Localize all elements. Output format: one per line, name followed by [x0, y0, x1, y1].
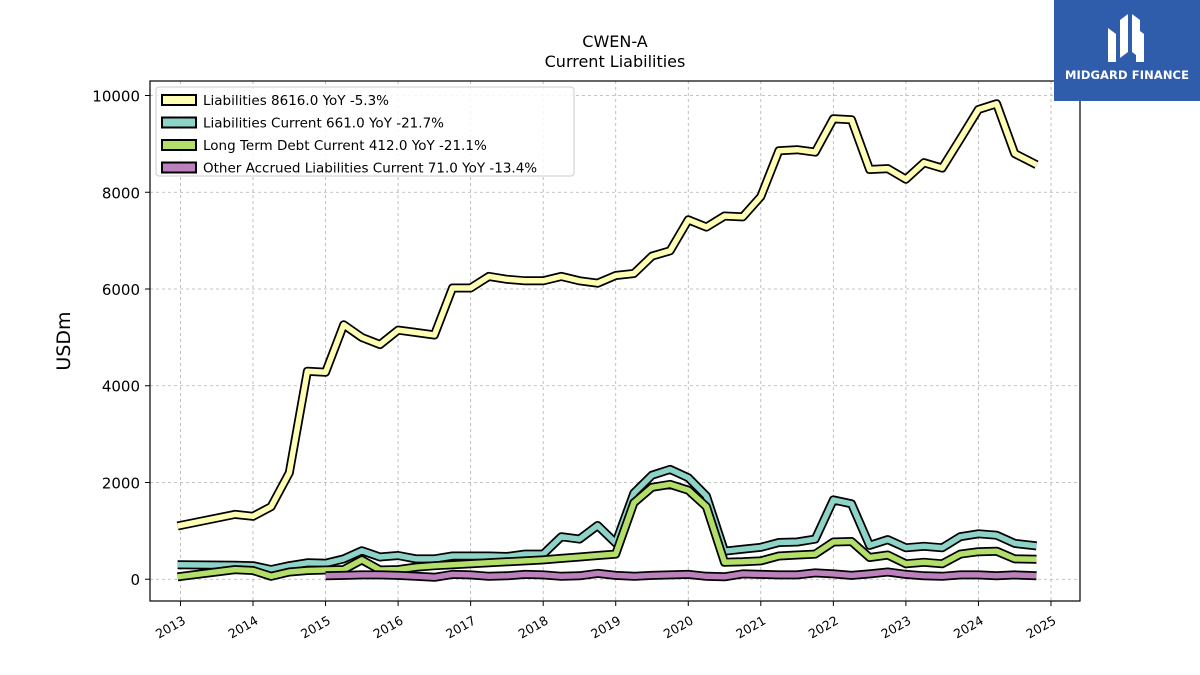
x-axis: 2013 2014 2015 2016 2017 2018 2019 2020 2021 2022…: [153, 601, 1058, 642]
legend-swatch: [161, 116, 197, 129]
series-3: [325, 567, 1037, 582]
x-tick-label: 2014: [225, 613, 260, 642]
x-tick-label: 2023: [878, 613, 913, 642]
x-tick-label: 2018: [516, 613, 551, 642]
y-tick-label: 0: [130, 571, 140, 589]
series-line: [177, 100, 1038, 529]
x-tick-label: 2024: [951, 613, 986, 642]
legend-label: Liabilities Current 661.0 YoY -21.7%: [203, 116, 444, 132]
chart-title: CWEN-A: [582, 32, 647, 51]
brand-logo: MIDGARD FINANCE: [1054, 0, 1200, 101]
y-tick-label: 6000: [102, 281, 140, 299]
series-2: [177, 479, 1037, 582]
y-axis: 0 2000 4000 6000 8000 10000: [92, 88, 150, 589]
x-tick-label: 2020: [661, 613, 696, 642]
legend-frame: [155, 86, 575, 177]
y-tick-label: 8000: [102, 184, 140, 202]
series-line: [177, 481, 1037, 580]
series-0: [176, 99, 1039, 531]
series-line: [325, 569, 1037, 581]
x-tick-label: 2016: [371, 613, 406, 642]
x-tick-label: 2017: [443, 613, 478, 642]
y-tick-label: 10000: [92, 88, 140, 106]
x-tick-label: 2021: [733, 613, 768, 642]
x-tick-label: 2015: [298, 613, 333, 642]
legend-label: Liabilities 8616.0 YoY -5.3%: [203, 93, 389, 109]
y-axis-label: USDm: [53, 311, 75, 370]
midgard-logo-icon: [1108, 14, 1144, 62]
x-tick-label: 2022: [806, 613, 841, 642]
y-tick-label: 4000: [102, 378, 140, 396]
x-tick-label: 2025: [1023, 613, 1058, 642]
legend-label: Long Term Debt Current 412.0 YoY -21.1%: [203, 138, 487, 154]
x-tick-label: 2019: [588, 613, 623, 642]
y-tick-label: 2000: [102, 474, 140, 492]
chart-subtitle: Current Liabilities: [545, 52, 686, 71]
brand-name: MIDGARD FINANCE: [1064, 68, 1190, 82]
legend-swatch: [161, 161, 197, 174]
plot-frame: [149, 80, 1081, 602]
legend-label: Other Accrued Liabilities Current 71.0 Y…: [203, 161, 537, 177]
legend-swatch: [161, 139, 197, 151]
legend: Liabilities 8616.0 YoY -5.3% Liabilities …: [155, 86, 575, 177]
series-layer: [176, 99, 1039, 582]
legend-swatch: [161, 94, 197, 106]
x-tick-label: 2013: [153, 613, 188, 642]
